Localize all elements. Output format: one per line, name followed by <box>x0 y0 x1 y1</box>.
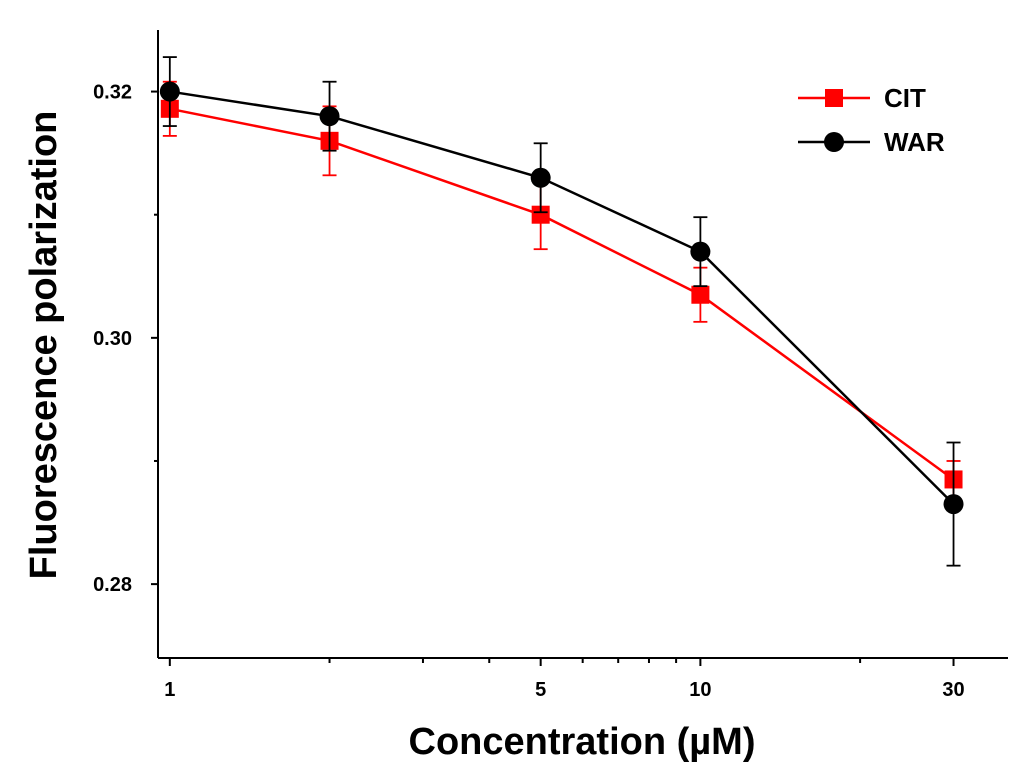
x-tick-label: 1 <box>164 679 175 701</box>
legend-label: WAR <box>884 127 945 157</box>
ticks: 0.28 0.30 0.32 1 5 10 30 <box>93 82 965 701</box>
legend-marker <box>824 132 844 152</box>
series-line-war <box>169 90 955 505</box>
legend: CIT WAR <box>798 83 945 157</box>
y-tick-label: 0.32 <box>93 82 132 104</box>
axes <box>157 30 1008 659</box>
data-point-cit <box>531 205 550 224</box>
series-war <box>159 56 964 567</box>
legend-label: CIT <box>884 83 926 113</box>
x-tick-label: 30 <box>942 679 964 701</box>
x-tick-label: 5 <box>535 679 546 701</box>
y-axis-title: Fluorescence polarization <box>23 111 65 580</box>
data-point-cit <box>691 285 710 304</box>
data-point-war <box>943 494 964 515</box>
data-point-war <box>530 167 551 188</box>
legend-item-war: WAR <box>798 127 945 157</box>
series-line-cit <box>169 107 955 481</box>
data-point-war <box>319 106 340 127</box>
legend-item-cit: CIT <box>798 83 926 113</box>
data-point-war <box>690 241 711 262</box>
x-tick-label: 10 <box>689 679 711 701</box>
series-cit <box>160 80 963 499</box>
series-layer <box>159 56 964 567</box>
data-point-war <box>159 81 180 102</box>
y-tick-label: 0.28 <box>93 574 132 596</box>
x-axis-title: Concentration (µM) <box>409 721 756 763</box>
y-tick-label: 0.30 <box>93 328 132 350</box>
legend-marker <box>825 89 843 107</box>
